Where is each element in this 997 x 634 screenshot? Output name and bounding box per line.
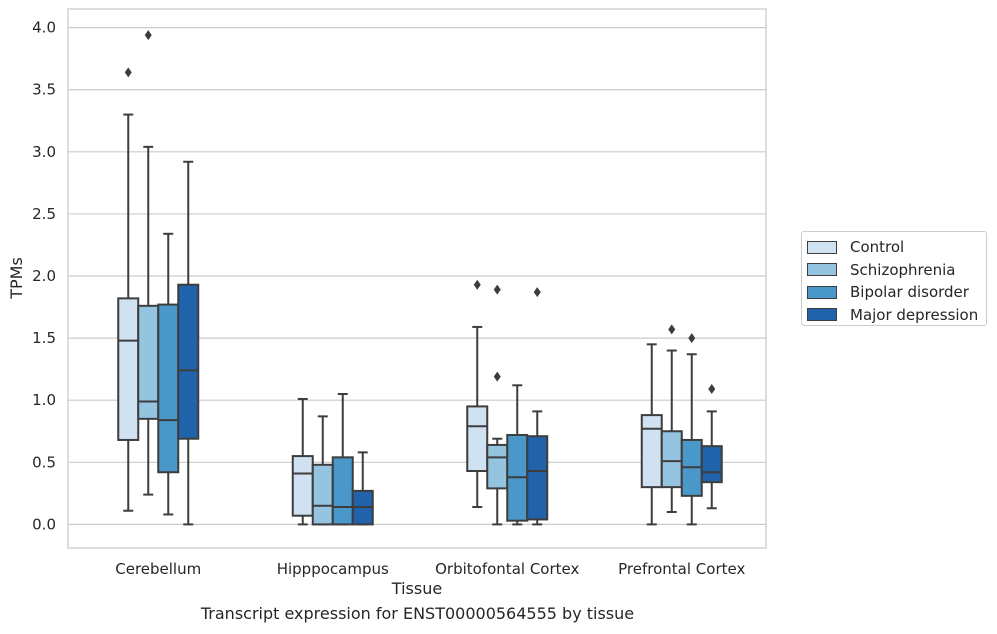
x-tick-label: Orbitofontal Cortex — [435, 560, 579, 578]
outlier-point — [124, 67, 132, 78]
y-axis-label: TPMs — [7, 257, 26, 300]
box-body — [640, 414, 663, 489]
box-schizophrenia — [137, 30, 160, 496]
y-axis-ticks: 0.0 0.5 1.0 1.5 2.0 2.5 3.0 3.5 4.0 — [32, 19, 56, 534]
y-tick-label: 1.0 — [32, 391, 56, 409]
outlier-point — [533, 287, 541, 298]
legend-swatch — [807, 263, 837, 277]
y-tick-label: 3.0 — [32, 143, 56, 161]
box-body — [331, 456, 354, 526]
legend-item: Bipolar disorder — [807, 281, 986, 304]
box-control — [640, 343, 663, 526]
y-tick-label: 2.0 — [32, 267, 56, 285]
box-bipolar-disorder — [331, 393, 354, 526]
legend-label: Bipolar disorder — [850, 283, 969, 302]
box-body — [486, 443, 509, 490]
box-control — [117, 67, 140, 512]
outlier-point — [473, 279, 481, 290]
box-control — [291, 397, 314, 526]
x-axis-label: Tissue — [391, 579, 442, 598]
box-body — [291, 455, 314, 517]
legend-swatch — [807, 240, 837, 254]
legend-item: Schizophrenia — [807, 259, 986, 282]
box-body — [117, 297, 140, 441]
outlier-point — [668, 324, 676, 335]
box-bipolar-disorder — [157, 232, 180, 516]
box-schizophrenia — [311, 415, 334, 526]
outlier-point — [688, 333, 696, 344]
x-tick-label: Cerebellum — [115, 560, 201, 578]
box-major-depression — [351, 451, 374, 526]
box-body — [526, 435, 549, 521]
legend-label: Schizophrenia — [850, 260, 956, 279]
box-body — [466, 405, 489, 472]
box-schizophrenia — [660, 324, 683, 513]
box-body — [660, 430, 683, 489]
box-bipolar-disorder — [680, 333, 703, 526]
y-tick-label: 4.0 — [32, 19, 56, 37]
outlier-point — [493, 284, 501, 295]
boxes — [117, 30, 723, 526]
legend-label: Major depression — [850, 305, 979, 324]
outlier-point — [708, 384, 716, 395]
legend-item: Control — [807, 236, 986, 259]
box-control — [466, 279, 489, 509]
plot-frame — [67, 8, 767, 549]
y-tick-label: 2.5 — [32, 205, 56, 223]
box-body — [311, 463, 334, 526]
y-tick-label: 3.5 — [32, 81, 56, 99]
box-schizophrenia — [486, 284, 509, 526]
box-body — [157, 303, 180, 474]
y-tick-label: 0.0 — [32, 515, 56, 533]
box-major-depression — [177, 160, 200, 526]
box-major-depression — [526, 287, 549, 526]
legend-swatch — [807, 308, 837, 322]
x-axis-ticks: Cerebellum Hipppocampus Orbitofontal Corte… — [115, 560, 745, 578]
x-tick-label: Hipppocampus — [277, 560, 389, 578]
box-body — [177, 283, 200, 440]
box-major-depression — [700, 384, 723, 510]
x-tick-label: Prefrontal Cortex — [618, 560, 745, 578]
chart-caption: Transcript expression for ENST0000056455… — [200, 604, 635, 623]
outlier-point — [144, 30, 152, 41]
legend: Control Schizophrenia Bipolar disorder Majo… — [801, 231, 987, 326]
box-body — [700, 445, 723, 484]
legend-label: Control — [850, 238, 905, 257]
legend-item: Major depression — [807, 304, 986, 327]
outlier-point — [493, 371, 501, 382]
box-bipolar-disorder — [506, 384, 529, 526]
y-tick-label: 0.5 — [32, 453, 56, 471]
legend-swatch — [807, 285, 837, 299]
y-tick-label: 1.5 — [32, 329, 56, 347]
